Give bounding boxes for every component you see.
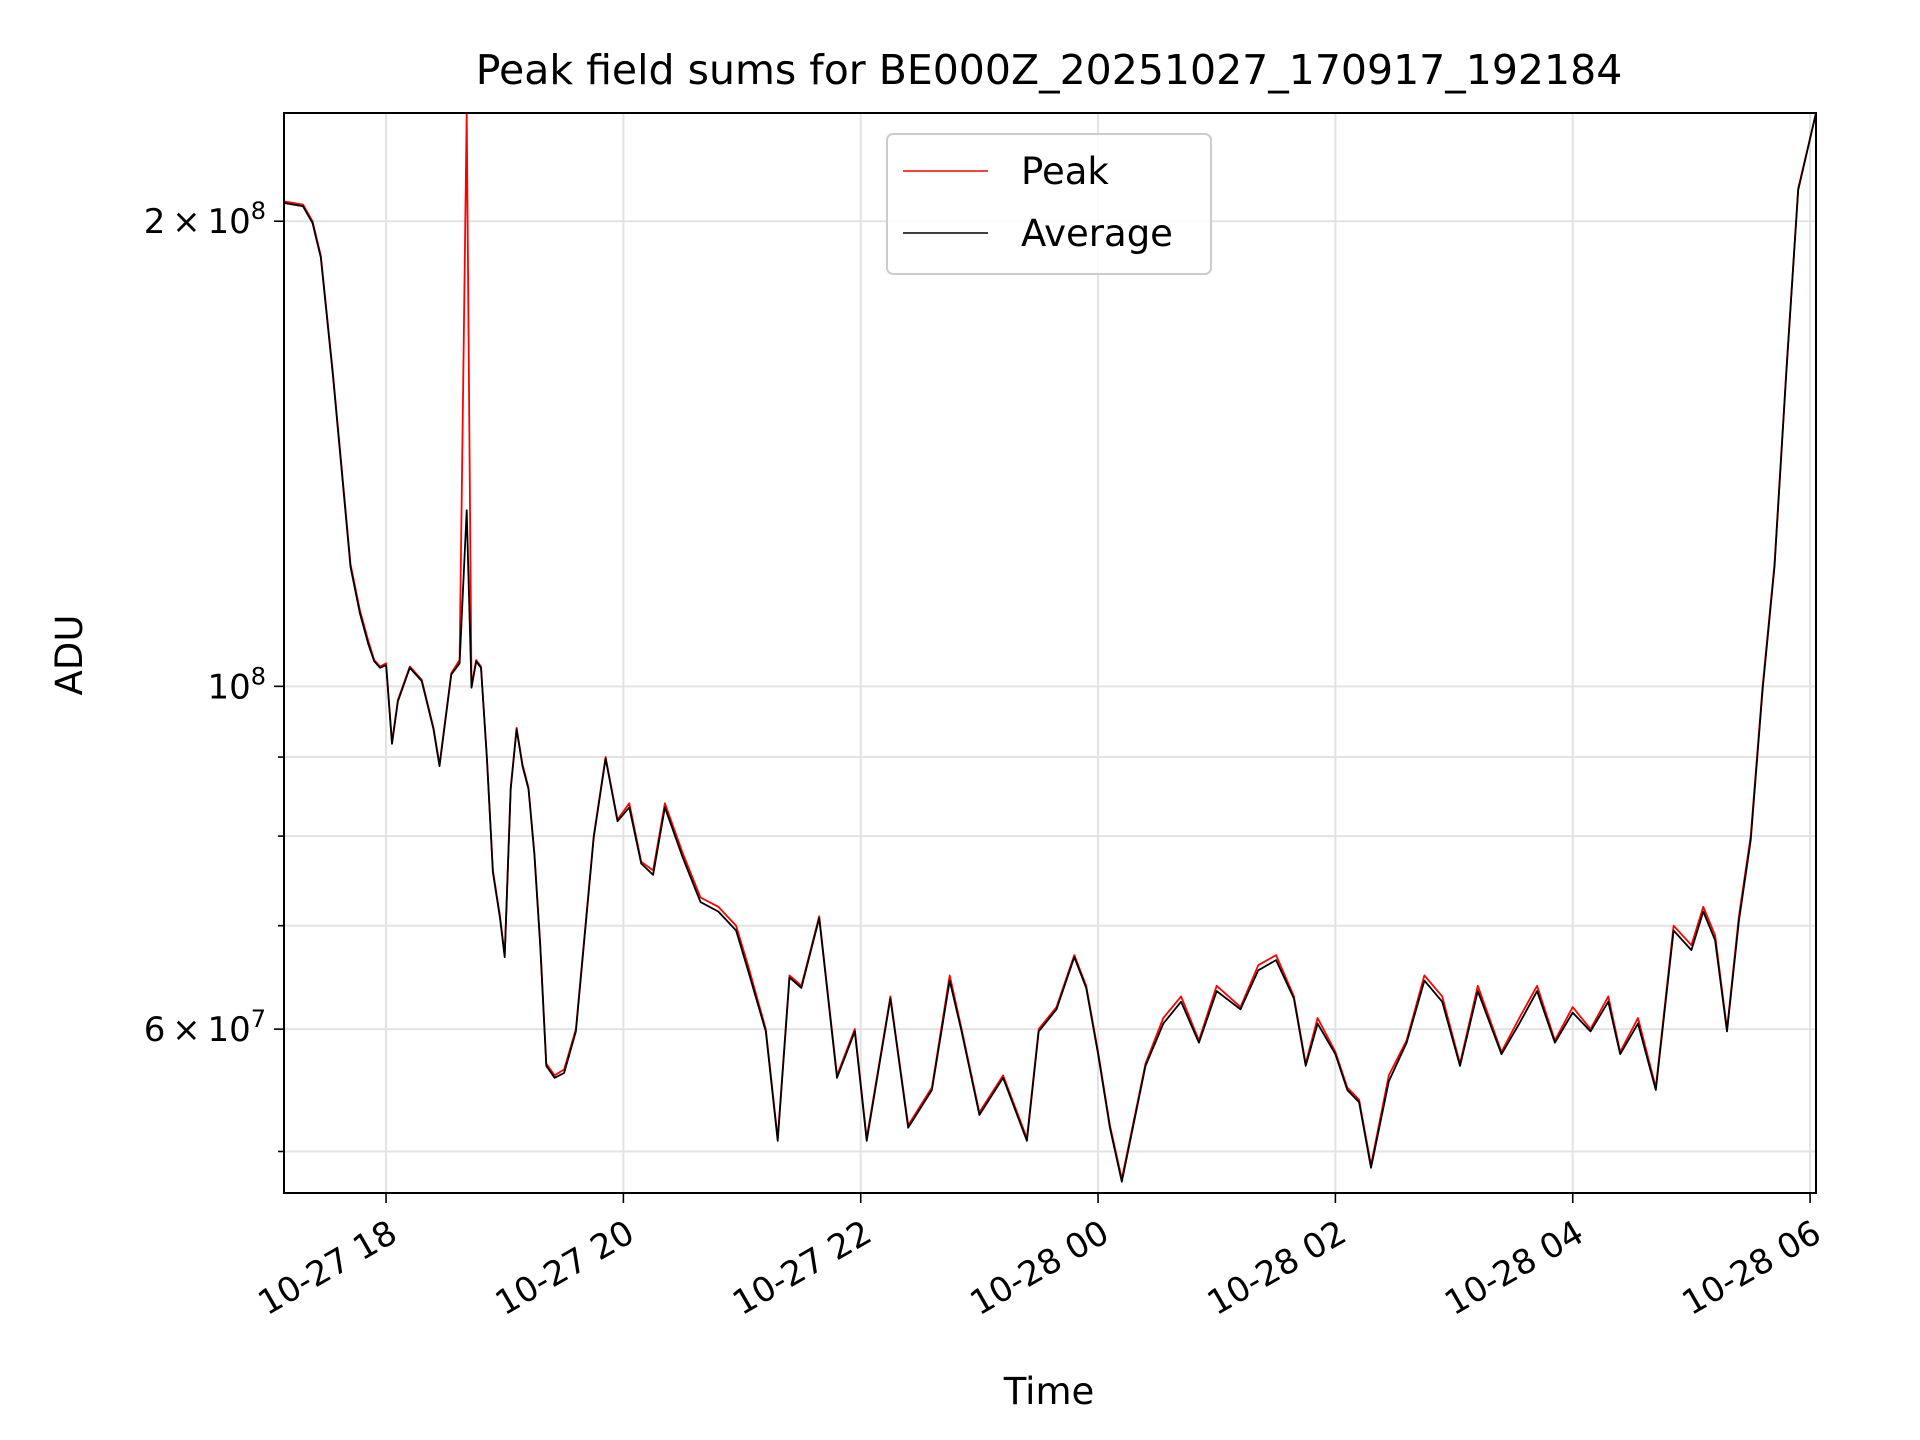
chart-title: Peak field sums for BE000Z_20251027_1709… — [476, 46, 1623, 94]
legend-peak-label: Peak — [1021, 150, 1109, 193]
y-tick-label: 2 × 108 — [144, 197, 266, 242]
y-tick-label: 6 × 107 — [144, 1005, 266, 1050]
series-layer — [284, 113, 1816, 1183]
legend-average-label: Average — [1021, 212, 1173, 255]
series-line-average — [284, 113, 1816, 1183]
y-tick-label: 108 — [207, 662, 266, 707]
legend: Peak Average — [886, 133, 1212, 275]
legend-box — [886, 133, 1212, 275]
plot-frame — [283, 112, 1817, 1194]
y-axis-label: ADU — [48, 615, 91, 696]
x-axis-label: Time — [1003, 1370, 1095, 1413]
